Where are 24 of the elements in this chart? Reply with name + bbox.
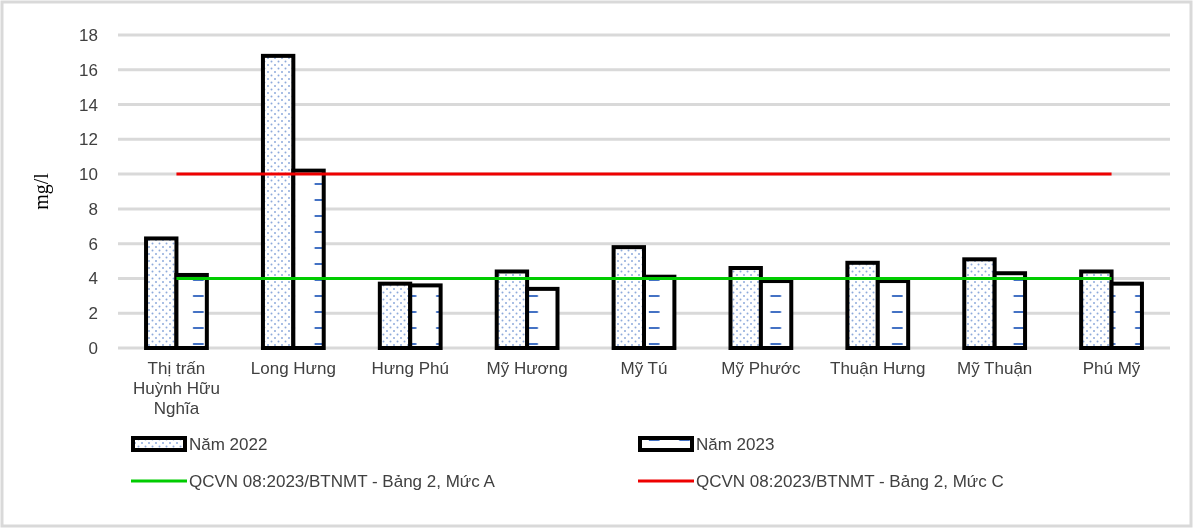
x-tick-label: Long Hưng (250, 359, 336, 378)
x-tick-label: Mỹ Hương (486, 359, 568, 378)
y-tick-label: 4 (88, 269, 98, 289)
y-axis-title: mg/l (30, 172, 53, 210)
x-tick-label: Hưng Phú (371, 359, 449, 378)
legend-label: QCVN 08:2023/BTNMT - Bảng 2, Mức C (696, 472, 1004, 491)
x-tick-label: Mỹ Tú (620, 359, 668, 378)
y-tick-label: 14 (79, 95, 98, 115)
x-tick-label: Thuận Hưng (830, 359, 926, 378)
y-tick-label: 12 (79, 130, 98, 150)
legend-label: Năm 2023 (696, 435, 775, 454)
y-tick-label: 0 (88, 338, 98, 358)
y-tick-label: 18 (79, 25, 98, 45)
x-tick-label: Thị trấn Huỳnh Hữu Nghĩa (132, 359, 220, 418)
x-tick-label: Mỹ Phước (721, 359, 801, 378)
x-tick-label: Phú Mỹ (1082, 359, 1141, 378)
y-tick-label: 10 (79, 165, 98, 185)
y-tick-label: 2 (88, 304, 98, 324)
y-tick-label: 16 (79, 60, 98, 80)
legend-label: QCVN 08:2023/BTNMT - Bảng 2, Mức A (189, 472, 496, 491)
y-tick-label: 8 (88, 199, 98, 219)
y-tick-label: 6 (88, 234, 98, 254)
legend-label: Năm 2022 (189, 435, 268, 454)
x-tick-label: Mỹ Thuận (957, 359, 1033, 378)
